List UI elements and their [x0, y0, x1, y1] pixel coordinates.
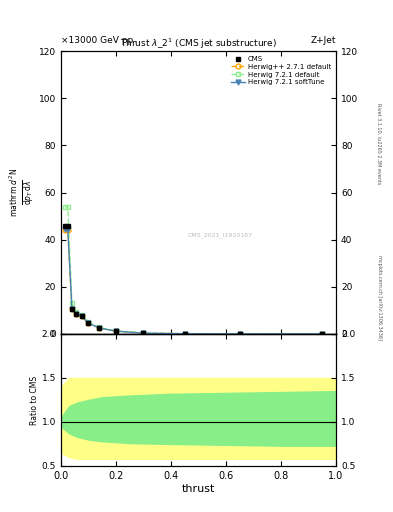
Title: Thrust $\lambda\_2^1$ (CMS jet substructure): Thrust $\lambda\_2^1$ (CMS jet substruct… [120, 37, 277, 51]
Herwig 7.2.1 softTune [74, 311, 79, 317]
Herwig++ 2.7.1 default [74, 311, 79, 317]
Herwig++ 2.7.1 default [70, 306, 74, 312]
Herwig 7.2.1 default [141, 330, 146, 336]
CMS [141, 330, 146, 336]
Herwig 7.2.1 softTune [320, 331, 325, 337]
Line: CMS: CMS [62, 223, 325, 336]
Herwig 7.2.1 softTune [79, 313, 84, 319]
Herwig 7.2.1 default [79, 312, 84, 318]
Herwig++ 2.7.1 default [182, 331, 187, 337]
Herwig 7.2.1 softTune [237, 331, 242, 337]
Herwig 7.2.1 softTune [141, 330, 146, 336]
Herwig 7.2.1 softTune [97, 325, 102, 331]
Herwig++ 2.7.1 default [141, 330, 146, 336]
Text: Z+Jet: Z+Jet [310, 36, 336, 45]
Text: CMS_2021_I1920187: CMS_2021_I1920187 [188, 232, 253, 238]
Herwig++ 2.7.1 default [79, 313, 84, 319]
Herwig++ 2.7.1 default [65, 227, 70, 233]
CMS [182, 331, 187, 337]
Herwig 7.2.1 softTune [65, 226, 70, 232]
Herwig 7.2.1 default [237, 331, 242, 337]
Line: Herwig++ 2.7.1 default: Herwig++ 2.7.1 default [62, 228, 325, 336]
Herwig++ 2.7.1 default [97, 325, 102, 331]
Line: Herwig 7.2.1 default: Herwig 7.2.1 default [62, 204, 325, 336]
Herwig 7.2.1 default [114, 328, 118, 334]
Herwig 7.2.1 softTune [63, 226, 68, 232]
Herwig 7.2.1 default [74, 309, 79, 315]
Herwig 7.2.1 default [86, 319, 91, 325]
Text: Rivet 3.1.10, \u2265 2.3M events: Rivet 3.1.10, \u2265 2.3M events [377, 103, 382, 184]
Y-axis label: Ratio to CMS: Ratio to CMS [30, 375, 39, 424]
Legend: CMS, Herwig++ 2.7.1 default, Herwig 7.2.1 default, Herwig 7.2.1 softTune: CMS, Herwig++ 2.7.1 default, Herwig 7.2.… [230, 55, 332, 87]
Herwig++ 2.7.1 default [86, 321, 91, 327]
Herwig 7.2.1 default [97, 324, 102, 330]
Text: mcplots.cern.ch [arXiv:1306.3436]: mcplots.cern.ch [arXiv:1306.3436] [377, 254, 382, 339]
Herwig 7.2.1 default [320, 331, 325, 337]
CMS [74, 311, 79, 317]
Herwig 7.2.1 default [65, 204, 70, 210]
CMS [114, 328, 118, 334]
Herwig++ 2.7.1 default [114, 328, 118, 334]
X-axis label: thrust: thrust [182, 483, 215, 494]
Text: ×13000 GeV pp: ×13000 GeV pp [61, 36, 133, 45]
CMS [237, 331, 242, 337]
Herwig 7.2.1 default [182, 331, 187, 337]
Herwig 7.2.1 softTune [182, 331, 187, 337]
CMS [97, 325, 102, 331]
Herwig 7.2.1 softTune [86, 320, 91, 326]
Herwig++ 2.7.1 default [320, 331, 325, 337]
CMS [86, 321, 91, 327]
Herwig 7.2.1 default [70, 300, 74, 306]
Herwig 7.2.1 default [63, 204, 68, 210]
Herwig++ 2.7.1 default [63, 227, 68, 233]
Line: Herwig 7.2.1 softTune: Herwig 7.2.1 softTune [62, 227, 325, 336]
Herwig++ 2.7.1 default [237, 331, 242, 337]
CMS [63, 223, 68, 229]
Herwig 7.2.1 softTune [114, 328, 118, 334]
CMS [79, 313, 84, 319]
CMS [65, 223, 70, 229]
CMS [70, 306, 74, 312]
Y-axis label: mathrm $d^2$N
$\overline{\mathrm{d}p_T \, \mathrm{d}\lambda}$: mathrm $d^2$N $\overline{\mathrm{d}p_T \… [7, 168, 36, 217]
CMS [320, 331, 325, 337]
Herwig 7.2.1 softTune [70, 306, 74, 312]
